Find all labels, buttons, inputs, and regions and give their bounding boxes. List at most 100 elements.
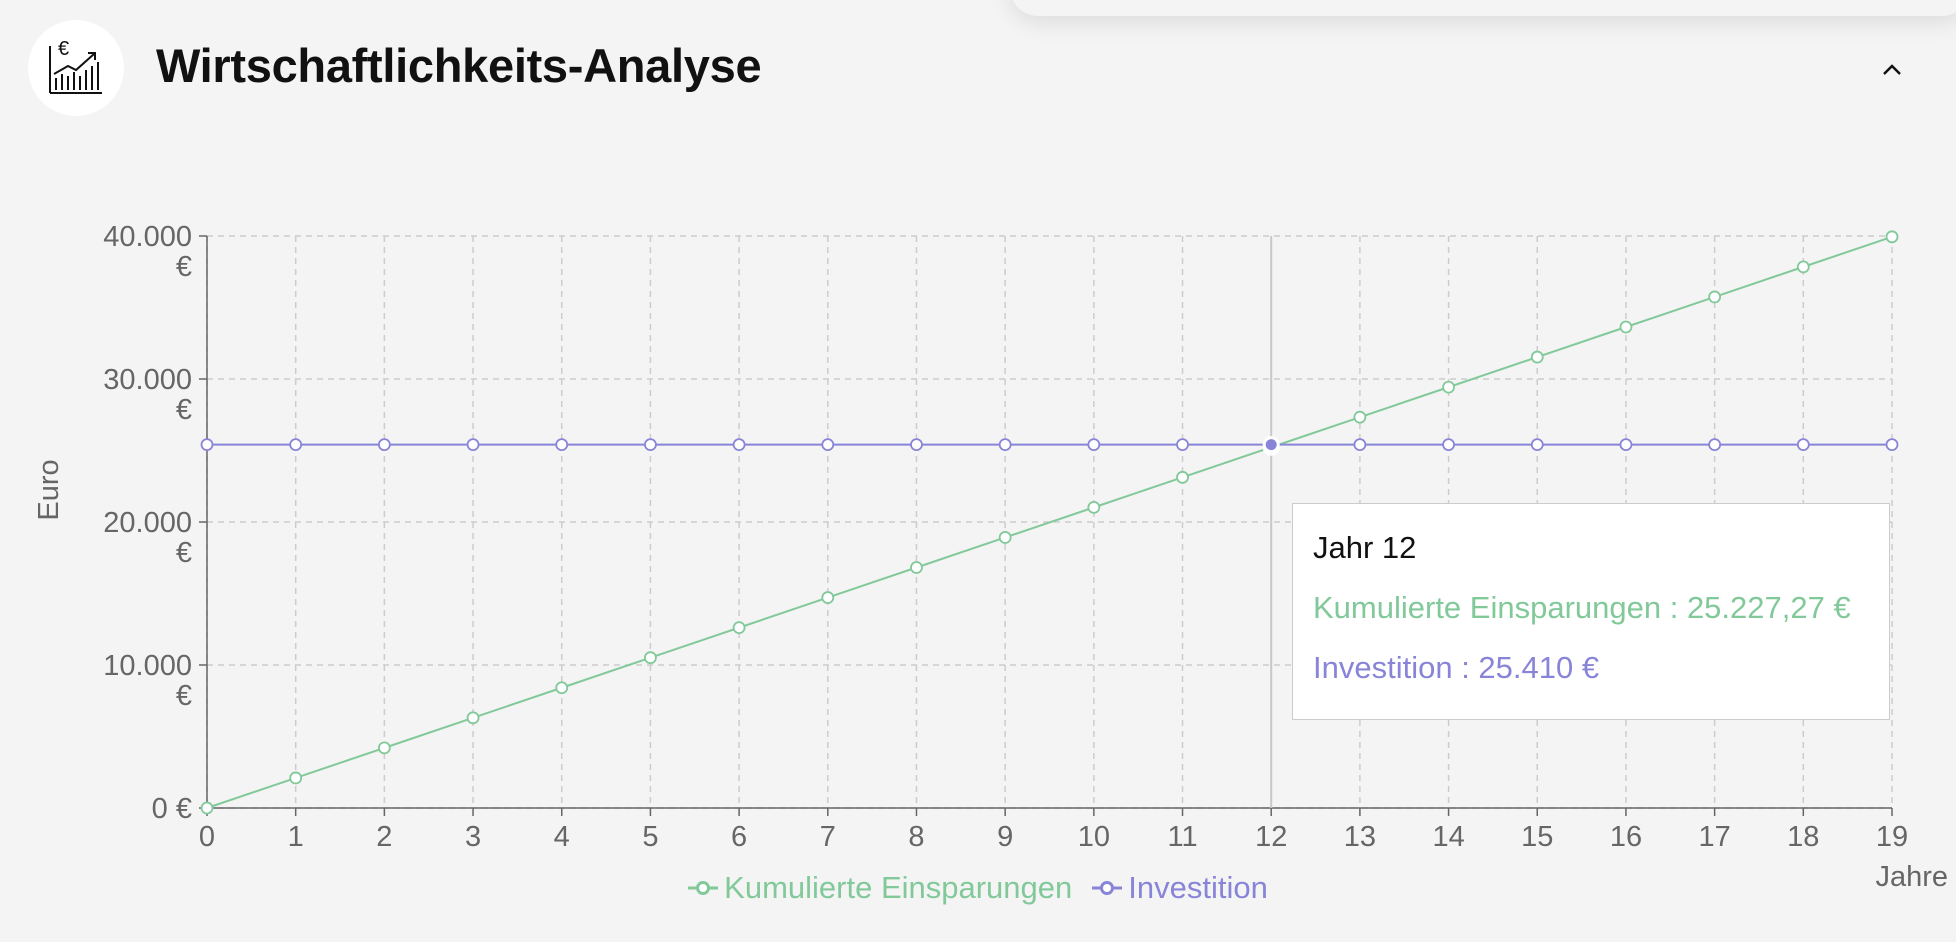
series-savings [200,230,1899,815]
legend-item-investment[interactable]: Investition [1092,870,1268,906]
x-tick-label: 19 [1876,821,1908,853]
data-point [1176,438,1189,452]
x-tick-label: 7 [820,821,836,853]
data-point [1619,438,1633,452]
data-point [821,591,835,604]
data-point [1796,260,1810,274]
data-point [821,438,835,452]
data-point [200,801,214,815]
x-tick-label: 3 [465,821,481,853]
legend-item-savings[interactable]: Kumulierte Einsparungen [688,870,1072,906]
data-point [998,531,1012,544]
legend-investment-marker [1092,881,1123,895]
data-point [466,711,480,725]
x-tick-label: 0 [199,821,215,853]
data-point [1619,320,1633,334]
data-point [1442,438,1455,452]
data-point [289,438,303,452]
data-point [1353,438,1367,452]
y-tick-label: 0 € [152,793,192,825]
data-point [910,438,923,452]
tooltip-investment-value: Investition : 25.410 € [1313,650,1600,685]
euro-symbol: € [58,38,69,60]
data-point [1885,230,1899,244]
x-tick-label: 6 [731,821,747,853]
data-point [998,438,1012,452]
data-point [1176,470,1189,484]
x-tick-label: 14 [1432,821,1464,853]
section-header: € Wirtschaftlichkeits-Analyse [0,0,1956,135]
page-title: Wirtschaftlichkeits-Analyse [156,39,762,92]
chart-legend: Kumulierte Einsparungen Investition [0,870,1956,906]
data-point [644,651,657,665]
data-point [1442,380,1455,394]
data-point [1708,290,1722,304]
x-tick-label: 4 [554,821,570,853]
data-point [1708,438,1722,452]
x-tick-label: 18 [1787,821,1819,853]
y-axis-ticks: 0 €10.000 €20.000 €30.000 €40.000 € [103,221,207,825]
data-point [466,438,480,452]
data-point [1087,500,1101,514]
data-point [377,438,391,452]
top-panel-shadow [1010,0,1956,16]
y-axis-label: Euro [33,459,65,520]
chevron-up-icon [1883,64,1901,75]
y-tick-label-line: € [176,251,192,283]
x-tick-label: 12 [1255,821,1287,853]
data-point [644,438,657,452]
data-point [1530,350,1544,364]
y-tick-label-line: € [176,680,192,712]
collapse-button[interactable] [1870,48,1914,92]
x-tick-label: 9 [997,821,1013,853]
data-point [1353,410,1367,424]
y-tick-label-line: 30.000 [103,364,192,396]
x-tick-label: 8 [908,821,924,853]
data-point [200,438,214,452]
active-data-point [1262,436,1280,454]
y-tick-label: 20.000 € [103,507,192,569]
x-tick-label: 11 [1167,821,1197,853]
legend-savings-marker [688,881,719,895]
x-axis-label: Jahre [1875,861,1948,893]
legend-savings-label: Kumulierte Einsparungen [724,870,1073,905]
x-tick-label: 17 [1698,821,1730,853]
data-point [555,438,569,452]
data-point [289,771,303,785]
data-point [732,438,746,452]
y-tick-label: 40.000 € [103,221,192,283]
data-point [732,621,746,635]
data-point [555,681,569,695]
y-tick-label-line: 20.000 [103,507,192,539]
series-investment [200,438,1899,452]
y-tick-label-line: 0 € [152,793,192,825]
data-point [1087,438,1101,452]
x-tick-label: 1 [288,821,304,853]
y-tick-label-line: 40.000 [103,221,192,253]
data-point [1885,438,1899,452]
legend-investment-label: Investition [1128,870,1268,905]
data-point [1530,438,1544,452]
x-tick-label: 2 [376,821,392,853]
series-line [206,235,1893,809]
data-point [1796,438,1810,452]
chart-series [200,230,1899,815]
x-tick-label: 13 [1344,821,1376,853]
x-tick-label: 16 [1610,821,1642,853]
x-tick-label: 10 [1078,821,1110,853]
data-point [910,561,923,574]
tooltip-savings-value: Kumulierte Einsparungen : 25.227,27 € [1313,590,1851,625]
y-tick-label-line: € [176,537,192,569]
tooltip-title: Jahr 12 [1313,530,1417,565]
chart-euro-icon: € [28,20,124,116]
x-tick-label: 5 [642,821,658,853]
y-tick-label-line: € [176,394,192,426]
data-point [377,741,391,755]
x-axis-ticks: 0 1 2 3 4 5 6 7 8 9 10 11 12 13 14 15 16 17 18 19 [199,808,1908,853]
y-tick-label: 30.000 € [103,364,192,426]
x-tick-label: 15 [1521,821,1553,853]
y-tick-label: 10.000 € [103,650,192,712]
chart-tooltip: Jahr 12 Kumulierte Einsparungen : 25.227… [1292,503,1890,720]
y-tick-label-line: 10.000 [103,650,192,682]
